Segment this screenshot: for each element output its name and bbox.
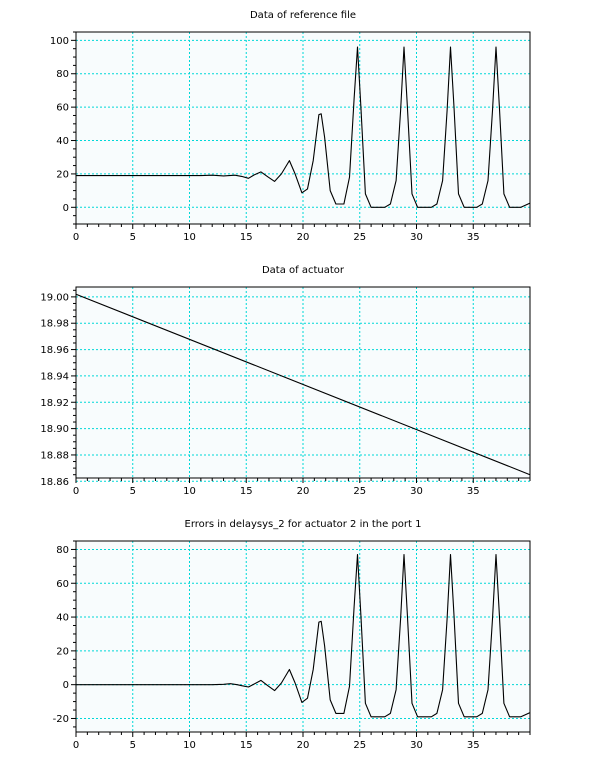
y-tick-label: 60 [56,579,69,590]
y-tick-label: 80 [56,545,69,556]
x-tick-label: 10 [183,486,196,497]
y-tick-label: 40 [56,136,69,147]
y-tick-label: 100 [50,36,69,47]
x-tick-label: 5 [130,740,136,751]
x-tick-label: 5 [130,232,136,243]
plot-reference-file: 0 5 10 15 20 25 30 35 0 20 40 60 80 100 [50,31,531,243]
series-line-1 [76,46,531,208]
y-tick-label: 20 [56,646,69,657]
x-tick-label: 20 [297,232,310,243]
x-tick-label: 30 [410,486,423,497]
y-tick-label: -20 [53,714,69,725]
x-tick-label: 25 [353,232,366,243]
x-tick-label: 35 [467,486,480,497]
y-tick-label: 60 [56,103,69,114]
x-tick-label: 0 [73,232,79,243]
chart-title-1: Data of reference file [250,10,356,21]
plot-area-3 [76,541,530,732]
x-tick-label: 5 [130,486,136,497]
series-line-2 [75,293,531,476]
y-tick-label: 0 [63,680,69,691]
x-tick-label: 10 [183,740,196,751]
y-tick-label: 18.86 [40,477,69,488]
x-tick-label: 0 [73,486,79,497]
x-tick-label: 15 [240,232,253,243]
chart-title-2: Data of actuator [262,265,345,276]
x-tick-label: 30 [410,740,423,751]
y-tick-label: 18.94 [40,371,69,382]
x-tick-label: 20 [297,486,310,497]
plot-area-2 [76,287,530,478]
y-tick-label: 20 [56,169,69,180]
plot-actuator: 0 5 10 15 20 25 30 35 18.86 18.88 18.90 18.92 18.94 1… [40,286,531,497]
x-tick-label: 10 [183,232,196,243]
chart-title-3: Errors in delaysys_2 for actuator 2 in t… [185,519,422,530]
x-tick-label: 25 [353,486,366,497]
y-tick-label: 18.88 [40,450,69,461]
y-tick-label: 40 [56,613,69,624]
y-tick-label: 0 [63,203,69,214]
y-tick-label: 18.98 [40,319,69,330]
x-tick-label: 20 [297,740,310,751]
x-tick-label: 35 [467,232,480,243]
x-tick-label: 0 [73,740,79,751]
x-tick-label: 35 [467,740,480,751]
y-tick-label: 80 [56,69,69,80]
x-tick-label: 25 [353,740,366,751]
y-tick-label: 19.00 [40,292,69,303]
x-tick-label: 15 [240,486,253,497]
plot-errors: 0 5 10 15 20 25 30 35 -20 0 20 40 60 80 [53,540,531,751]
y-tick-label: 18.92 [40,398,69,409]
y-tick-label: 18.96 [40,345,69,356]
x-tick-label: 30 [410,232,423,243]
series-line-3 [76,553,531,718]
x-tick-label: 15 [240,740,253,751]
y-tick-label: 18.90 [40,424,69,435]
